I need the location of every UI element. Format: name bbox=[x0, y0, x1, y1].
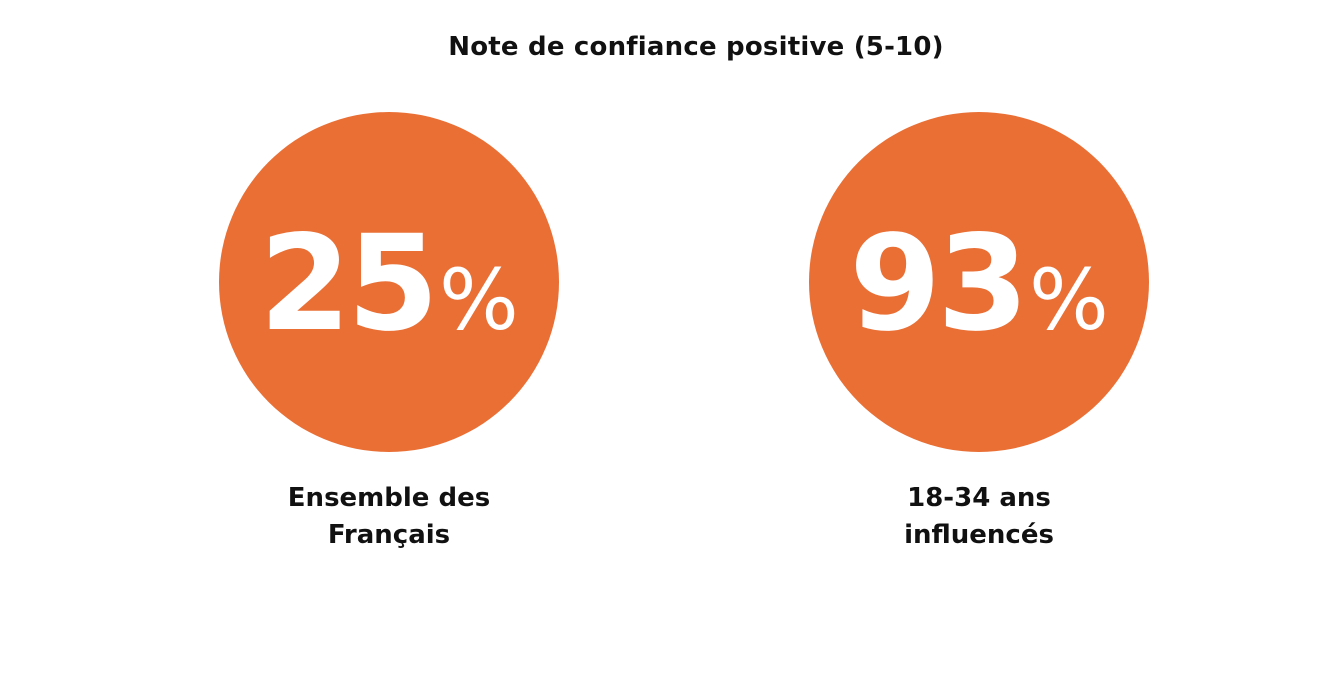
stat-label: Ensemble des Français bbox=[219, 480, 559, 554]
stat-18-34-ans-influences: 93 % 18-34 ans influencés bbox=[809, 112, 1149, 554]
stat-label: 18-34 ans influencés bbox=[809, 480, 1149, 554]
stat-circle: 93 % bbox=[809, 112, 1149, 452]
stat-value-unit: % bbox=[438, 251, 519, 349]
stat-value: 25 % bbox=[259, 218, 519, 350]
stat-label-line-2: influencés bbox=[904, 520, 1054, 550]
stat-label-line-1: Ensemble des bbox=[287, 483, 491, 513]
stat-label-line-2: Français bbox=[327, 520, 451, 550]
stat-circle: 25 % bbox=[219, 112, 559, 452]
chart-title: Note de confiance positive (5-10) bbox=[448, 32, 944, 62]
stat-value-unit: % bbox=[1028, 251, 1109, 349]
stat-value-number: 93 bbox=[849, 207, 1029, 361]
stat-value: 93 % bbox=[849, 218, 1109, 350]
stat-value-number: 25 bbox=[259, 207, 439, 361]
stat-label-line-1: 18-34 ans bbox=[907, 483, 1051, 513]
stat-ensemble-des-francais: 25 % Ensemble des Français bbox=[219, 112, 559, 554]
